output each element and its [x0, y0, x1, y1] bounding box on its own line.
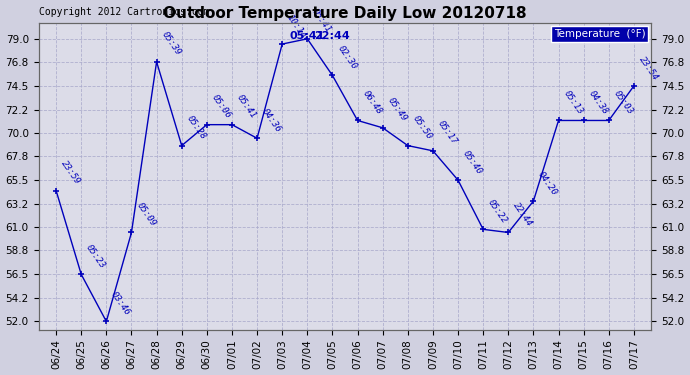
Text: 05:41: 05:41: [290, 32, 325, 42]
Text: 22:44: 22:44: [511, 201, 534, 228]
Text: 23:59: 23:59: [59, 159, 82, 186]
Text: 05:17: 05:17: [436, 120, 459, 147]
Text: Temperature  (°F): Temperature (°F): [553, 29, 645, 39]
Text: 05:41: 05:41: [235, 93, 258, 120]
Text: 05:03: 05:03: [612, 89, 635, 116]
Text: 05:28: 05:28: [185, 114, 208, 141]
Text: 22:44: 22:44: [315, 32, 351, 42]
Title: Outdoor Temperature Daily Low 20120718: Outdoor Temperature Daily Low 20120718: [164, 6, 526, 21]
Text: 05:09: 05:09: [135, 201, 157, 228]
Text: 04:20: 04:20: [536, 170, 559, 197]
Text: 03:46: 03:46: [110, 290, 132, 317]
Text: 05:41: 05:41: [310, 8, 333, 34]
Text: 05:49: 05:49: [386, 96, 408, 124]
Text: 05:22: 05:22: [486, 198, 509, 225]
Text: 05:39: 05:39: [159, 30, 182, 58]
Text: 04:38: 04:38: [586, 89, 609, 116]
Text: 05:13: 05:13: [562, 89, 584, 116]
Text: 05:06: 05:06: [210, 93, 233, 120]
Text: 06:48: 06:48: [361, 89, 384, 116]
Text: 10:14: 10:14: [285, 13, 308, 40]
Text: 04:36: 04:36: [260, 107, 283, 134]
Text: 05:23: 05:23: [84, 243, 107, 270]
Text: 05:50: 05:50: [411, 114, 433, 141]
Text: 02:30: 02:30: [335, 44, 358, 71]
Text: 23:54: 23:54: [637, 54, 660, 82]
Text: Copyright 2012 Cartronics.com: Copyright 2012 Cartronics.com: [39, 7, 209, 17]
Text: 05:40: 05:40: [461, 149, 484, 176]
